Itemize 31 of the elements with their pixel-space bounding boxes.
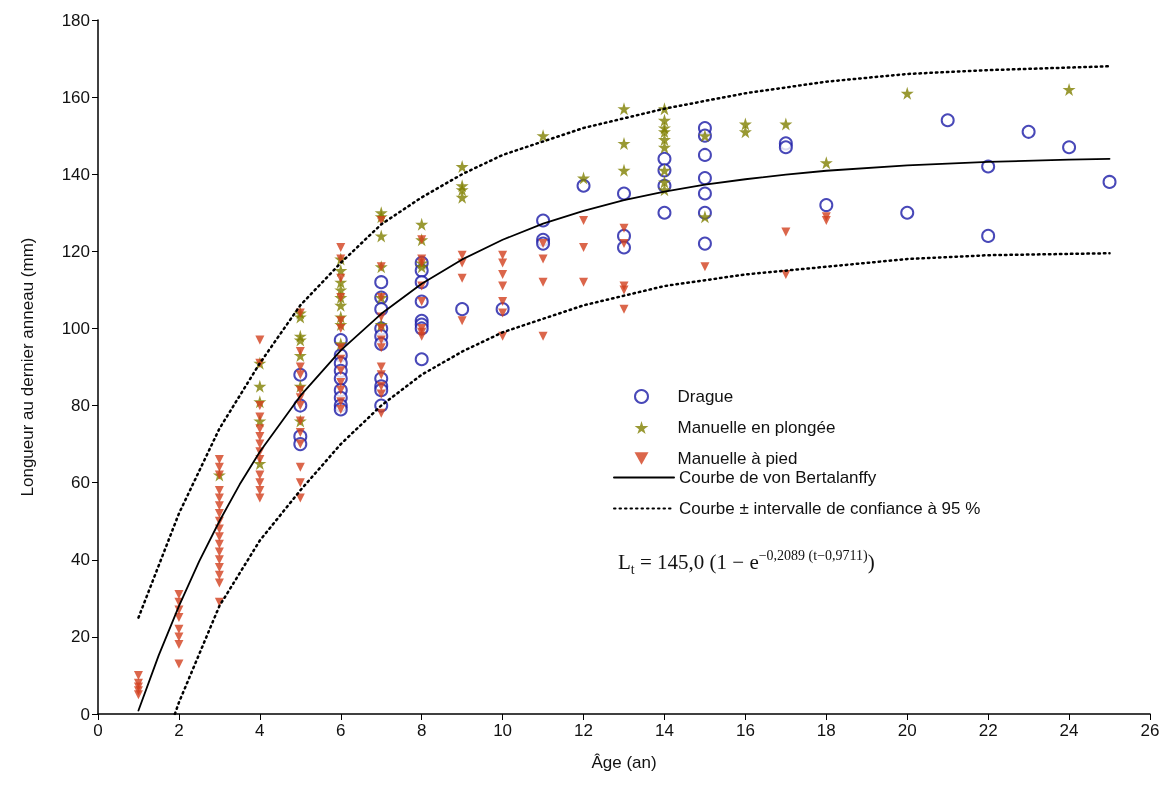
y-tick-label: 180 <box>61 10 90 30</box>
legend-label: Courbe de von Bertalanffy <box>679 468 877 487</box>
x-tick-label: 18 <box>816 721 836 740</box>
legend-label: Manuelle en plongée <box>677 418 836 437</box>
y-axis-title: Longueur au dernier anneau (mm) <box>18 237 37 497</box>
legend-label: Drague <box>677 387 734 406</box>
x-tick-label: 8 <box>416 721 427 740</box>
x-tick-label: 2 <box>174 721 184 740</box>
legend-label: Manuelle à pied <box>677 449 798 468</box>
x-tick-label: 22 <box>978 721 998 740</box>
legend-label: Courbe ± intervalle de confiance à 95 % <box>679 499 981 518</box>
y-tick-label: 160 <box>61 87 90 107</box>
y-tick-label: 60 <box>71 473 90 493</box>
x-tick-label: 0 <box>93 721 103 740</box>
x-tick-label: 16 <box>735 721 755 740</box>
y-tick-label: 0 <box>80 704 90 724</box>
x-tick-label: 14 <box>655 721 674 740</box>
x-tick-label: 24 <box>1059 721 1079 740</box>
y-tick-label: 40 <box>71 550 90 570</box>
x-tick-label: 12 <box>574 721 593 740</box>
x-axis-title: Âge (an) <box>591 753 657 772</box>
y-tick-label: 100 <box>61 318 90 338</box>
x-tick-label: 10 <box>493 721 513 740</box>
x-tick-label: 20 <box>897 721 917 740</box>
y-tick-label: 20 <box>71 627 90 647</box>
y-tick-label: 120 <box>61 241 90 261</box>
x-tick-label: 26 <box>1140 721 1160 740</box>
y-tick-label: 140 <box>61 164 90 184</box>
x-tick-label: 6 <box>336 721 346 740</box>
x-tick-label: 4 <box>255 721 265 740</box>
y-tick-label: 80 <box>71 396 90 416</box>
